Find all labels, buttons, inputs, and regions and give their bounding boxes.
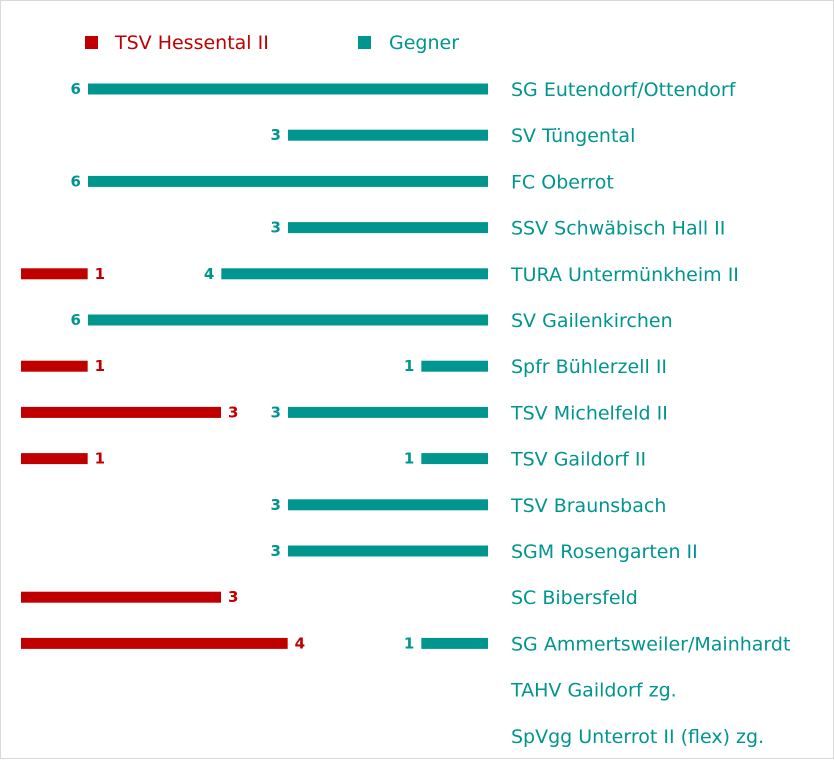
legend-label-home: TSV Hessental II xyxy=(114,32,269,54)
home-value-label: 4 xyxy=(295,634,305,652)
team-label: TURA Untermünkheim II xyxy=(510,264,739,286)
opponent-value-label: 6 xyxy=(71,311,81,329)
home-value-label: 1 xyxy=(95,357,105,375)
opponent-bar xyxy=(87,314,488,326)
legend-swatch-opponent xyxy=(358,36,371,49)
team-label: SG Eutendorf/Ottendorf xyxy=(511,79,737,101)
legend: TSV Hessental II Gegner xyxy=(85,32,459,54)
bars-layer xyxy=(21,83,488,649)
team-label: Spfr Bühlerzell II xyxy=(511,356,667,378)
opponent-bar xyxy=(421,360,488,372)
opponent-bar xyxy=(287,406,488,418)
opponent-value-label: 1 xyxy=(404,634,414,652)
team-label: SpVgg Unterrot II (flex) zg. xyxy=(511,726,764,748)
home-bar xyxy=(21,360,88,372)
opponent-value-label: 4 xyxy=(204,265,214,283)
opponent-value-label: 6 xyxy=(71,172,81,190)
opponent-value-label: 3 xyxy=(271,496,281,514)
opponent-bar xyxy=(287,499,488,511)
team-label: TSV Braunsbach xyxy=(510,495,666,517)
labels-layer: SG Eutendorf/Ottendorf 6 SV Tüngental 3 FC O… xyxy=(71,79,791,748)
team-label: TSV Gaildorf II xyxy=(510,449,646,471)
home-value-label: 1 xyxy=(95,450,105,468)
team-label: SV Gailenkirchen xyxy=(511,310,673,332)
opponent-value-label: 3 xyxy=(271,542,281,560)
opponent-value-label: 1 xyxy=(404,357,414,375)
team-label: SGM Rosengarten II xyxy=(511,541,698,563)
legend-swatch-home xyxy=(85,36,98,49)
home-bar xyxy=(21,637,288,649)
opponent-bar xyxy=(287,129,488,141)
opponent-value-label: 3 xyxy=(271,403,281,421)
home-bar xyxy=(21,453,88,465)
opponent-bar xyxy=(421,453,488,465)
opponent-value-label: 3 xyxy=(271,126,281,144)
opponent-bar xyxy=(287,222,488,234)
team-label: SC Bibersfeld xyxy=(511,587,638,609)
opponent-bar xyxy=(287,545,488,557)
opponent-bar xyxy=(87,175,488,187)
home-bar xyxy=(21,268,88,280)
team-label: FC Oberrot xyxy=(511,171,614,193)
home-value-label: 3 xyxy=(228,588,238,606)
opponent-value-label: 3 xyxy=(271,219,281,237)
opponent-bar xyxy=(221,268,488,280)
opponent-value-label: 6 xyxy=(71,80,81,98)
opponent-value-label: 1 xyxy=(404,450,414,468)
home-value-label: 1 xyxy=(95,265,105,283)
home-bar xyxy=(21,406,222,418)
team-label: SSV Schwäbisch Hall II xyxy=(511,218,725,240)
team-label: TAHV Gaildorf zg. xyxy=(510,680,677,702)
opponent-bar xyxy=(87,83,488,95)
team-label: SV Tüngental xyxy=(511,125,635,147)
team-label: TSV Michelfeld II xyxy=(510,402,668,424)
home-bar xyxy=(21,591,222,603)
legend-label-opponent: Gegner xyxy=(389,32,459,54)
team-label: SG Ammertsweiler/Mainhardt xyxy=(511,633,790,655)
home-value-label: 3 xyxy=(228,403,238,421)
opponent-bar xyxy=(421,637,488,649)
